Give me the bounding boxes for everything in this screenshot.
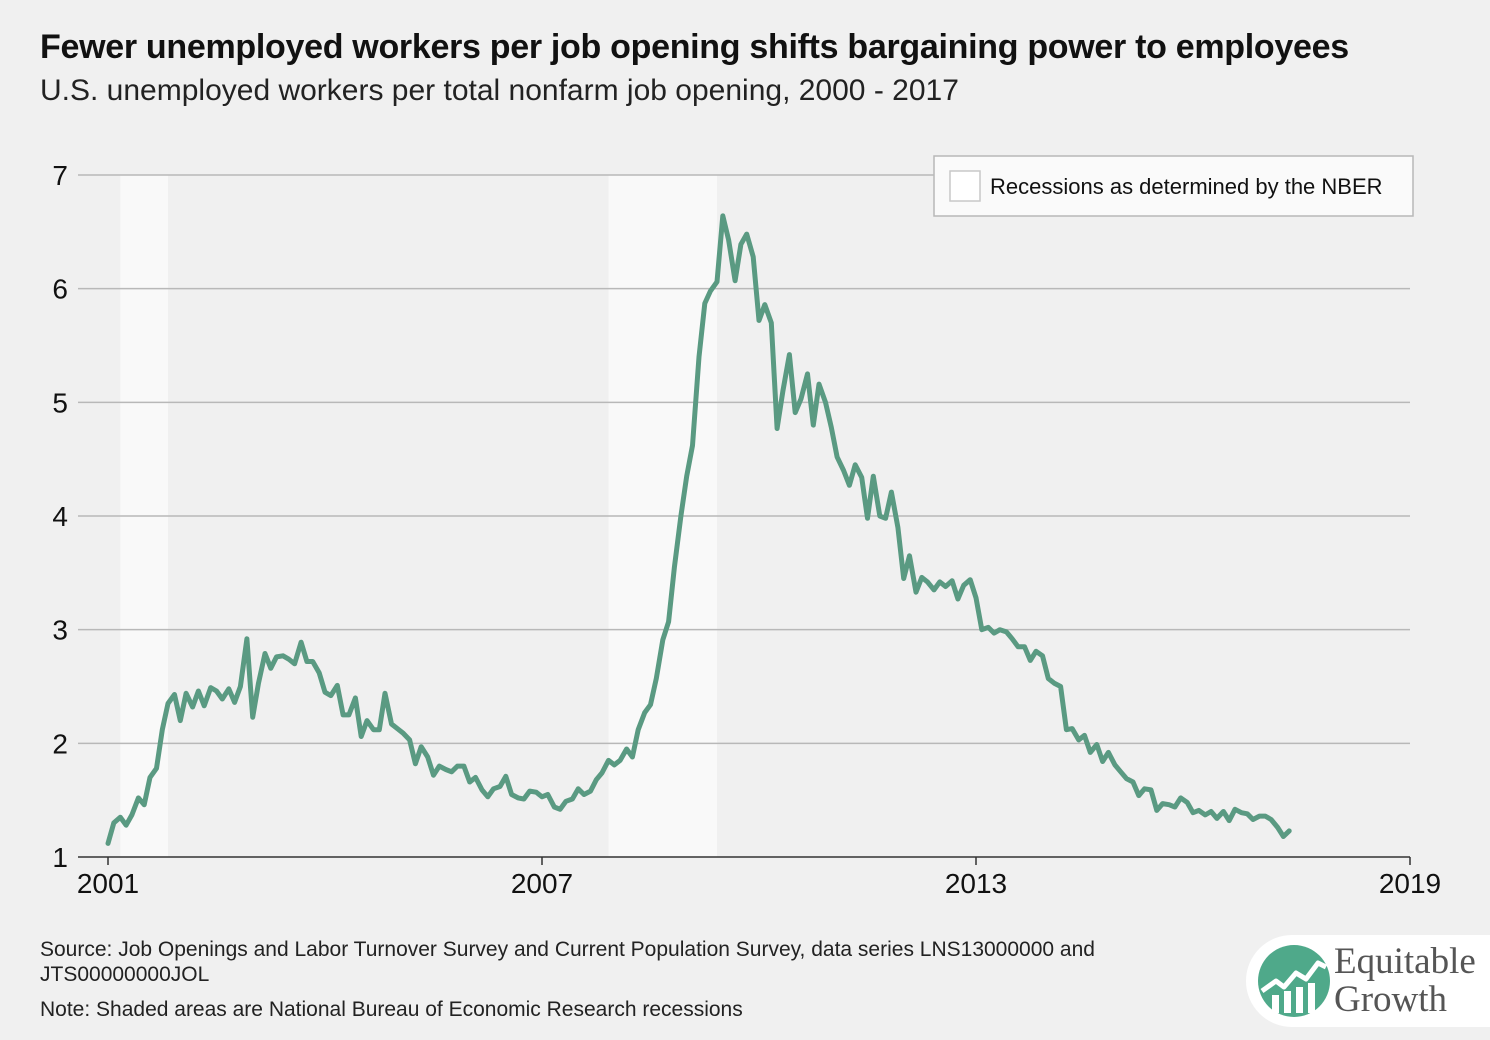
legend: Recessions as determined by the NBER xyxy=(933,155,1414,217)
chart-title: Fewer unemployed workers per job opening… xyxy=(40,28,1349,66)
x-tick-label-2007: 2007 xyxy=(511,868,573,899)
x-tick-label-2001: 2001 xyxy=(77,868,139,899)
recession-note: Note: Shaded areas are National Bureau o… xyxy=(40,998,743,1021)
legend-box xyxy=(933,155,1414,217)
x-tick-label-2019: 2019 xyxy=(1379,868,1441,899)
logo-word-growth: Growth xyxy=(1334,979,1448,1020)
source-note: Source: Job Openings and Labor Turnover … xyxy=(40,938,1095,986)
legend-label-recession: Recessions as determined by the NBER xyxy=(990,174,1383,199)
y-tick-label-5: 5 xyxy=(52,387,68,418)
logo-word-equitable: Equitable xyxy=(1334,941,1476,982)
equitable-growth-logo: Equitable Growth xyxy=(1246,935,1490,1027)
series-line-1 xyxy=(105,213,1292,846)
y-tick-label-7: 7 xyxy=(52,160,68,191)
legend-swatch-recession xyxy=(949,170,981,202)
y-tick-label-2: 2 xyxy=(52,728,68,759)
y-tick-label-6: 6 xyxy=(52,274,68,305)
x-tick-label-2013: 2013 xyxy=(945,868,1007,899)
growth-chart-icon xyxy=(1258,945,1330,1017)
y-tick-label-3: 3 xyxy=(52,615,68,646)
axes: 1 2 3 4 5 6 7 2001 2007 2013 2019 xyxy=(52,160,1441,899)
y-tick-label-4: 4 xyxy=(52,501,68,532)
gridlines xyxy=(78,174,1410,858)
chart-subtitle: U.S. unemployed workers per total nonfar… xyxy=(40,74,959,107)
series xyxy=(105,213,1292,846)
y-tick-label-1: 1 xyxy=(52,842,68,873)
